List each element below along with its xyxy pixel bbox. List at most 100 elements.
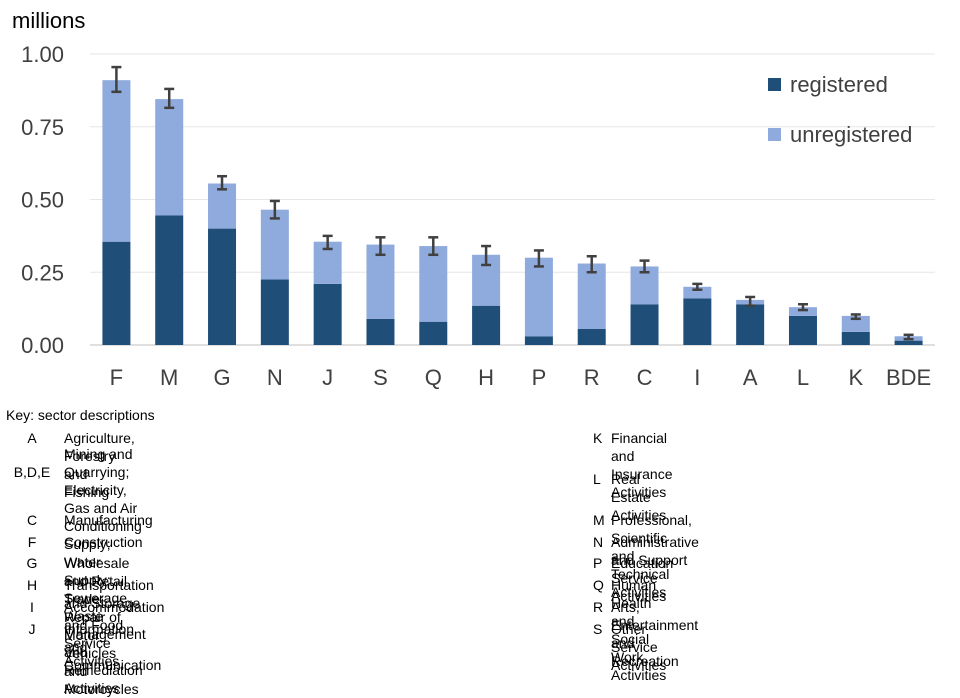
- bar-registered-L: [788, 315, 817, 345]
- key-description: Real Estate Activities: [611, 471, 667, 523]
- key-code: C: [26, 512, 38, 528]
- error-bar-Q: [428, 236, 439, 257]
- y-axis-label: millions: [12, 8, 85, 33]
- bar-registered-H: [472, 305, 501, 345]
- bar-registered-G: [208, 228, 237, 345]
- legend: registered unregistered: [768, 72, 912, 147]
- legend-label-registered: registered: [790, 72, 888, 97]
- x-tick-label: Q: [425, 365, 442, 390]
- x-tick-label: J: [322, 365, 333, 390]
- error-bar-H: [481, 244, 492, 267]
- x-tick-label: L: [797, 365, 809, 390]
- bar-unregistered-K: [841, 315, 870, 332]
- bar-unregistered-N: [260, 209, 289, 280]
- y-tick-label: 0.25: [21, 260, 64, 285]
- key-code: M: [593, 512, 605, 528]
- y-tick-label: 0.50: [21, 188, 64, 213]
- key-description: Education: [611, 555, 674, 571]
- stacked-bar-chart: millions 0.00 0.25 0.50 0.75 1.00 F M G N J S Q H P R…: [12, 8, 935, 390]
- key-code: H: [26, 577, 38, 593]
- bars: [102, 80, 923, 345]
- error-bar-L: [797, 303, 808, 312]
- key-code: P: [593, 555, 603, 571]
- error-bars: [111, 65, 914, 341]
- error-bar-M: [164, 87, 175, 110]
- key-code: K: [593, 430, 603, 446]
- bar-registered-BDE: [894, 340, 923, 345]
- key-description: Agriculture, Forestry and Fishing: [64, 430, 135, 500]
- x-tick-label: I: [694, 365, 700, 390]
- key-description: Transportation and Storage: [64, 577, 154, 611]
- x-tick-label: F: [110, 365, 123, 390]
- bar-registered-A: [736, 304, 765, 345]
- key-description: Other Service Activities: [611, 621, 667, 673]
- key-description: Administrative and Support Service Activ…: [611, 534, 699, 604]
- x-tick-labels: F M G N J S Q H P R C I A L K BDE: [110, 365, 932, 390]
- error-bar-K: [850, 313, 861, 321]
- legend-swatch-registered: [768, 78, 781, 91]
- x-tick-label: P: [532, 365, 547, 390]
- bar-unregistered-S: [366, 244, 395, 319]
- x-tick-label: G: [213, 365, 230, 390]
- x-tick-label: K: [848, 365, 863, 390]
- legend-swatch-unregistered: [768, 128, 781, 141]
- bar-registered-M: [155, 215, 184, 345]
- bar-registered-N: [260, 279, 289, 345]
- key-code: S: [593, 621, 603, 637]
- key-description: Financial and Insurance Activities: [611, 430, 673, 500]
- bar-registered-S: [366, 318, 395, 345]
- error-bar-J: [322, 234, 333, 251]
- key-description: Professional, Scientific and Technical A…: [611, 512, 692, 600]
- key-description: Construction: [64, 534, 143, 550]
- key-description: Information and Communication: [64, 621, 162, 673]
- y-tick-label: 0.00: [21, 333, 64, 358]
- key-code: R: [593, 599, 604, 615]
- error-bar-C: [639, 259, 650, 274]
- y-tick-labels: 0.00 0.25 0.50 0.75 1.00: [21, 42, 64, 358]
- bar-registered-Q: [419, 321, 448, 345]
- key-description: Manufacturing: [64, 512, 153, 528]
- bar-registered-I: [683, 298, 712, 345]
- bar-registered-R: [577, 328, 606, 345]
- bar-registered-K: [841, 331, 870, 345]
- error-bar-BDE: [903, 333, 914, 341]
- x-tick-label: C: [637, 365, 653, 390]
- bar-registered-C: [630, 304, 659, 345]
- error-bar-S: [375, 236, 386, 257]
- y-tick-label: 0.75: [21, 115, 64, 140]
- error-bar-N: [269, 199, 280, 220]
- bar-unregistered-R: [577, 263, 606, 329]
- bar-unregistered-P: [524, 257, 553, 337]
- key-code: F: [27, 534, 37, 550]
- key-code: I: [30, 599, 34, 615]
- key-code: B,D,E: [13, 464, 51, 480]
- error-bar-I: [692, 282, 703, 291]
- x-tick-label: S: [373, 365, 388, 390]
- error-bar-F: [111, 65, 122, 94]
- bar-unregistered-I: [683, 286, 712, 299]
- bar-unregistered-Q: [419, 246, 448, 322]
- key-code: J: [28, 621, 36, 637]
- error-bar-R: [586, 254, 597, 274]
- bar-unregistered-L: [788, 307, 817, 316]
- bar-unregistered-M: [155, 99, 184, 216]
- bar-unregistered-F: [102, 80, 131, 242]
- y-tick-label: 1.00: [21, 42, 64, 67]
- bar-registered-F: [102, 241, 131, 345]
- x-tick-label: N: [267, 365, 283, 390]
- x-tick-label: M: [160, 365, 178, 390]
- key-title: Key: sector descriptions: [6, 407, 155, 423]
- x-tick-label: BDE: [886, 365, 931, 390]
- key-code: N: [593, 534, 604, 550]
- legend-label-unregistered: unregistered: [790, 122, 912, 147]
- key-code: L: [593, 471, 601, 487]
- x-tick-label: R: [584, 365, 600, 390]
- error-bar-P: [533, 249, 544, 268]
- x-tick-label: H: [478, 365, 494, 390]
- error-bar-A: [745, 295, 756, 307]
- error-bar-G: [217, 174, 228, 191]
- bar-registered-P: [524, 336, 553, 345]
- x-tick-label: A: [743, 365, 758, 390]
- bar-unregistered-G: [208, 183, 237, 229]
- key-code: Q: [593, 577, 604, 593]
